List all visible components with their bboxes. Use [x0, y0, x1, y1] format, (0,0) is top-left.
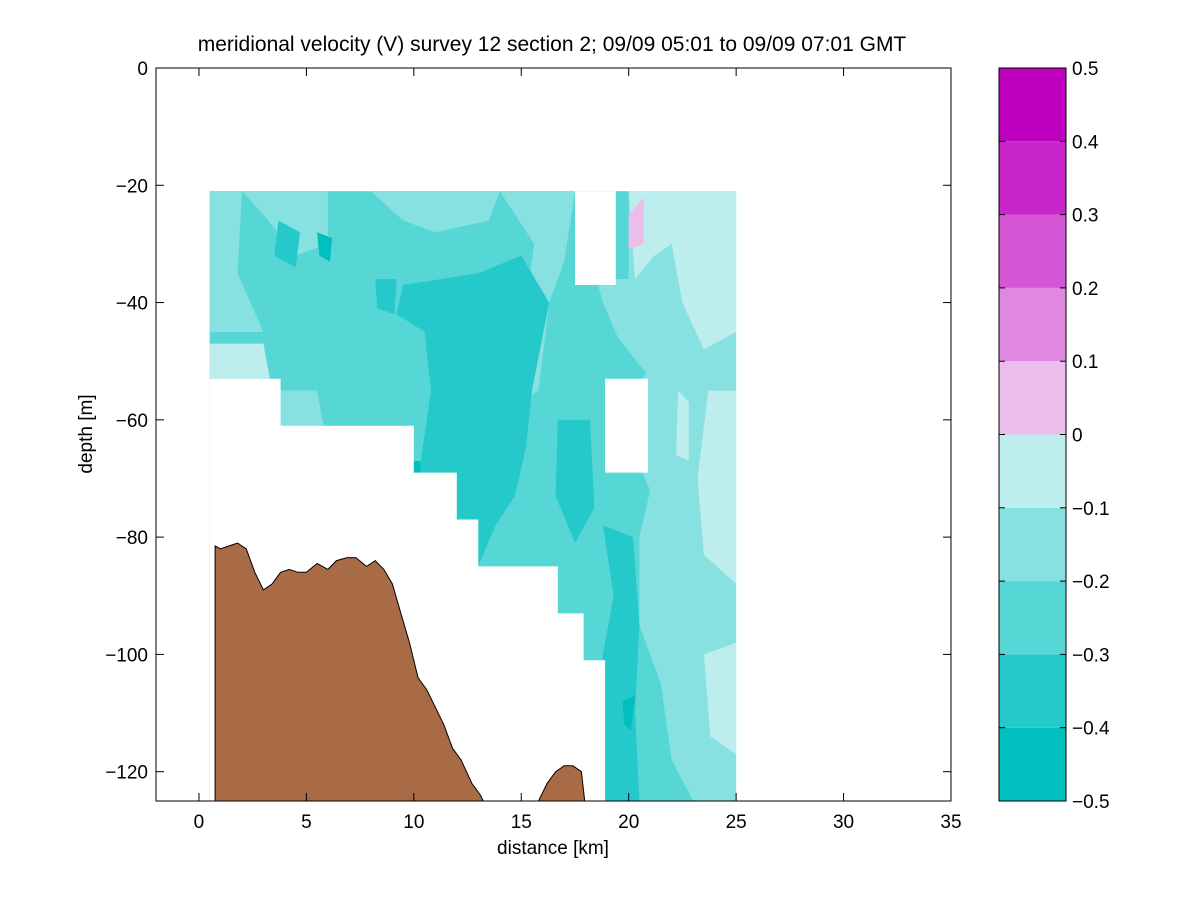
contour-region [628, 191, 737, 350]
colorbar-tick-label: 0.4 [1072, 132, 1099, 153]
x-tick-label: 15 [511, 812, 532, 833]
y-axis-label: depth [m] [76, 394, 97, 473]
colorbar-swatch [999, 68, 1066, 142]
contour-region [697, 390, 737, 584]
colorbar-tick-label: −0.3 [1072, 645, 1110, 666]
contour-region [703, 642, 737, 755]
y-tick-label: −80 [116, 528, 148, 549]
blank-region [575, 191, 616, 285]
colorbar-tick-label: −0.4 [1072, 719, 1110, 740]
x-tick-label: 10 [403, 812, 424, 833]
colorbar-tick-label: 0.5 [1072, 59, 1098, 80]
contour-region [370, 191, 500, 233]
colorbar-tick-label: 0.1 [1072, 352, 1098, 373]
colorbar-tick-label: 0.2 [1072, 279, 1098, 300]
colorbar-tick-label: 0.3 [1072, 206, 1098, 227]
seabed-bathymetry [214, 542, 586, 801]
colorbar-swatch [999, 581, 1066, 655]
contour-region [602, 525, 640, 801]
y-tick-label: −20 [116, 176, 148, 197]
contour-region [317, 232, 333, 262]
colorbar-tick-label: −0.1 [1072, 499, 1110, 520]
colorbar-swatch [999, 727, 1066, 801]
colorbar: −0.5 −0.4 −0.3 −0.2 −0.1 0 0.1 0.2 0.3 0.4 0.5 [998, 59, 1110, 813]
colorbar-swatch [999, 141, 1066, 215]
contour-region [209, 343, 270, 379]
colorbar-tick-label: −0.5 [1072, 792, 1110, 813]
colorbar-swatch [999, 434, 1066, 508]
colorbar-swatch [999, 507, 1066, 582]
colorbar-tick-label: −0.2 [1072, 572, 1110, 593]
contour-region [622, 695, 636, 731]
colorbar-swatch [999, 287, 1066, 362]
colorbar-swatches [999, 68, 1066, 801]
contour-region [676, 390, 689, 461]
bathymetry-layer [214, 542, 586, 801]
colorbar-swatch [999, 214, 1066, 288]
blank-region [605, 378, 648, 473]
chart-title: meridional velocity (V) survey 12 sectio… [198, 33, 907, 56]
colorbar-tick-label: 0 [1072, 426, 1083, 447]
contour-region [375, 279, 397, 315]
x-tick-label: 35 [940, 812, 961, 833]
colorbar-swatch [999, 361, 1066, 435]
contour-region [628, 197, 644, 250]
contour-region [209, 191, 264, 332]
x-tick-label: 0 [194, 812, 205, 833]
y-tick-label: 0 [137, 59, 148, 80]
plot-frame [155, 67, 952, 802]
y-axis-ticks: 0 −20 −40 −60 −80 −100 −120 [105, 59, 951, 784]
x-tick-label: 5 [301, 812, 312, 833]
contour-region [274, 220, 300, 268]
y-tick-label: −40 [116, 294, 148, 315]
x-axis-label: distance [km] [497, 838, 609, 859]
colorbar-swatch [999, 654, 1066, 728]
y-tick-label: −120 [105, 763, 148, 784]
y-tick-label: −60 [116, 411, 148, 432]
contour-region [555, 419, 595, 543]
x-tick-label: 20 [618, 812, 639, 833]
colorbar-ticks: −0.5 −0.4 −0.3 −0.2 −0.1 0 0.1 0.2 0.3 0.4 0.5 [999, 59, 1110, 813]
y-tick-label: −100 [105, 645, 148, 666]
x-tick-label: 30 [833, 812, 854, 833]
x-tick-label: 25 [726, 812, 747, 833]
x-axis-ticks: 0 5 10 15 20 25 30 35 [194, 68, 962, 833]
plot-area: 0 5 10 15 20 25 30 35 0 −20 −40 −60 −80 −100 −120 [105, 59, 962, 833]
contour-region [269, 390, 324, 426]
